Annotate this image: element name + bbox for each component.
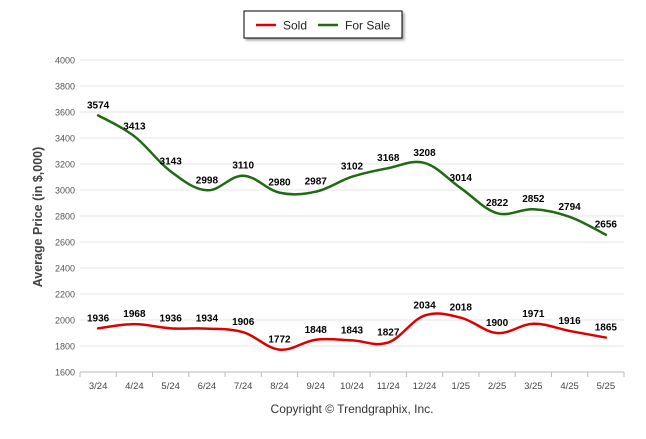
data-label-sold: 2034: [413, 301, 436, 312]
data-label-sold: 1848: [305, 325, 328, 336]
data-label-sold: 1936: [160, 313, 183, 324]
data-label-sold: 1865: [595, 323, 618, 334]
x-tick-label: 11/24: [377, 381, 400, 392]
data-label-for-sale: 3574: [87, 100, 110, 111]
x-tick-label: 6/24: [198, 381, 217, 392]
data-label-sold: 1843: [341, 325, 364, 336]
data-label-for-sale: 3413: [123, 121, 146, 132]
data-label-for-sale: 3208: [413, 148, 436, 159]
data-label-for-sale: 2794: [558, 202, 581, 213]
x-tick-label: 10/24: [340, 381, 364, 392]
data-label-sold: 1934: [196, 314, 219, 325]
x-tick-label: 2/25: [488, 381, 507, 392]
y-tick-label: 3200: [55, 160, 75, 170]
data-label-for-sale: 3102: [341, 162, 364, 173]
data-label-for-sale: 2656: [595, 220, 618, 231]
y-tick-label: 3000: [55, 186, 75, 196]
x-tick-label: 8/24: [270, 381, 289, 392]
data-label-sold: 2018: [450, 303, 473, 314]
y-tick-label: 2200: [55, 290, 75, 300]
x-tick-label: 3/25: [524, 381, 543, 392]
data-label-sold: 1906: [232, 317, 255, 328]
y-tick-label: 3600: [55, 108, 75, 118]
y-tick-label: 2000: [55, 316, 75, 326]
y-tick-label: 2600: [55, 238, 75, 248]
series-line-for-sale: [96, 114, 608, 236]
series: [96, 114, 608, 351]
y-tick-label: 1600: [55, 368, 75, 378]
data-label-sold: 1772: [268, 335, 291, 346]
y-tick-label: 1800: [55, 342, 75, 352]
series-line-sold: [96, 312, 608, 351]
data-labels: 1936 1968 1936 1934 1906 1772 1848 1843 1827 2034…: [87, 100, 617, 345]
y-tick-label: 2800: [55, 212, 75, 222]
data-label-sold: 1827: [377, 327, 400, 338]
data-label-for-sale: 2987: [305, 177, 328, 188]
x-tick-label: 5/24: [161, 381, 180, 392]
y-axis-title: Average Price (in $,000): [31, 147, 45, 288]
y-tick-label: 3400: [55, 134, 75, 144]
data-label-for-sale: 3143: [160, 156, 183, 167]
data-label-for-sale: 2980: [268, 178, 291, 189]
data-label-for-sale: 3110: [232, 161, 254, 172]
data-label-sold: 1900: [486, 318, 509, 329]
data-label-for-sale: 2998: [196, 175, 219, 186]
x-tick-label: 7/24: [234, 381, 253, 392]
y-tick-label: 3800: [55, 82, 75, 92]
x-tick-label: 5/25: [597, 381, 616, 392]
y-tick-label: 4000: [55, 56, 75, 66]
data-label-sold: 1971: [522, 309, 545, 320]
x-tick-label: 4/24: [125, 381, 144, 392]
data-label-for-sale: 3014: [450, 173, 473, 184]
legend-label-sold: Sold: [283, 19, 307, 33]
x-tick-label: 4/25: [560, 381, 579, 392]
legend-label-for-sale: For Sale: [345, 19, 391, 33]
data-label-sold: 1936: [87, 313, 110, 324]
x-tick-label: 12/24: [413, 381, 437, 392]
data-label-for-sale: 3168: [377, 153, 400, 164]
x-tick-label: 9/24: [306, 381, 325, 392]
x-tick-label: 3/24: [89, 381, 108, 392]
data-label-sold: 1968: [123, 309, 146, 320]
grid: [80, 59, 624, 347]
axes: 1600 1800 2000 2200 2400 2600 2800 3000 3200 3400…: [55, 56, 625, 392]
y-tick-label: 2400: [55, 264, 75, 274]
data-label-for-sale: 2822: [486, 198, 509, 209]
data-label-sold: 1916: [558, 316, 581, 327]
legend: Sold For Sale: [243, 10, 403, 39]
copyright-footnote: Copyright © Trendgraphix, Inc.: [271, 402, 434, 416]
x-tick-label: 1/25: [452, 381, 471, 392]
data-label-for-sale: 2852: [522, 194, 545, 205]
